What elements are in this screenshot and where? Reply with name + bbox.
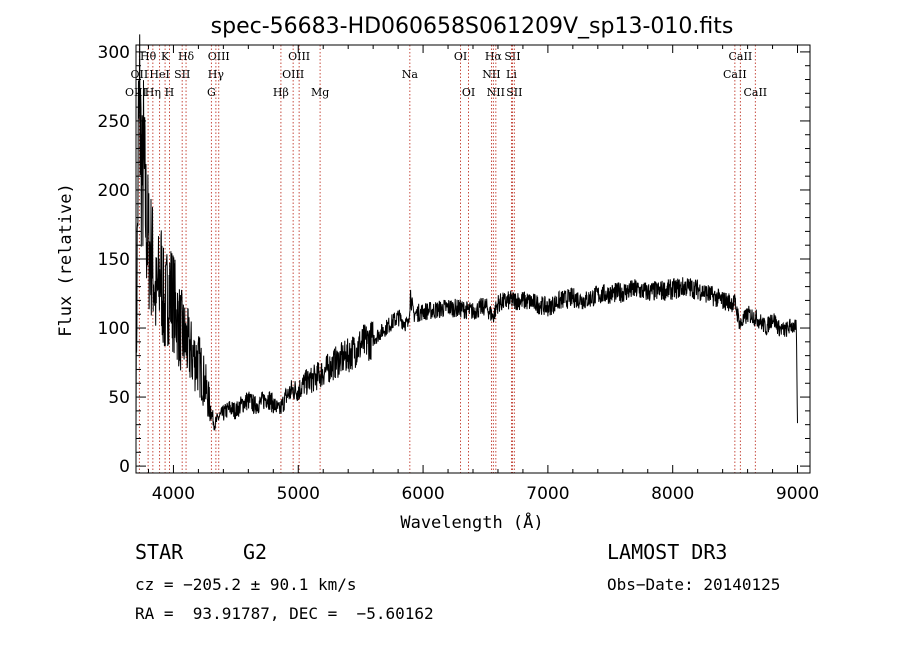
x-tick-label: 7000	[526, 484, 569, 504]
line-marker-label: SII	[506, 86, 522, 99]
line-marker-label: OIII	[208, 50, 230, 63]
x-tick-label: 9000	[776, 484, 819, 504]
y-tick-label: 0	[119, 457, 130, 477]
y-axis: 0 50 100 150 200 250 300	[98, 43, 810, 477]
line-marker-label: HeI	[149, 68, 169, 81]
spectrum-line	[135, 34, 798, 431]
y-axis-label: Flux (relative)	[56, 183, 76, 337]
x-tick-label: 8000	[651, 484, 694, 504]
subclass: G2	[243, 540, 268, 564]
line-marker-label: SII	[504, 50, 520, 63]
x-axis-label: Wavelength (Å)	[400, 511, 543, 533]
y-tick-label: 50	[108, 388, 130, 408]
line-marker-label: Hα	[485, 50, 503, 63]
x-axis: 4000 5000 6000 7000 8000 9000	[147, 45, 819, 504]
line-marker-label: OI	[454, 50, 467, 63]
y-tick-label: 100	[98, 319, 130, 339]
coordinates: RA = 93.91787, DEC = −5.60162	[135, 604, 434, 623]
line-marker-label: SII	[174, 68, 190, 81]
line-marker-label: G	[207, 86, 216, 99]
line-marker-label: Li	[506, 68, 517, 81]
line-marker-label: Na	[402, 68, 419, 81]
line-marker-label: K	[161, 50, 170, 63]
line-marker-label: NII	[487, 86, 505, 99]
line-marker-label: CaII	[743, 86, 767, 99]
redshift-cz: cz = −205.2 ± 90.1 km/s	[135, 575, 357, 594]
x-tick-label: 5000	[277, 484, 320, 504]
line-marker-label: OI	[462, 86, 475, 99]
y-tick-label: 150	[98, 250, 130, 270]
line-marker-label: CaII	[723, 68, 747, 81]
y-tick-label: 250	[98, 112, 130, 132]
line-marker-label: H	[165, 86, 175, 99]
y-tick-label: 200	[98, 181, 130, 201]
line-marker-label: Hη	[145, 86, 161, 99]
y-tick-label: 300	[98, 43, 130, 63]
chart-title: spec-56683-HD060658S061209V_sp13-010.fit…	[211, 14, 734, 39]
x-tick-label: 4000	[152, 484, 195, 504]
line-marker-label: Hβ	[273, 86, 289, 99]
line-marker-label: Hγ	[208, 68, 225, 81]
line-marker-label: OIII	[288, 50, 310, 63]
line-marker-label: CaII	[729, 50, 753, 63]
line-marker-label: Hδ	[178, 50, 195, 63]
line-marker-label: OIII	[282, 68, 304, 81]
obs-date: Obs−Date: 20140125	[607, 575, 781, 594]
spectrum-chart: spec-56683-HD060658S061209V_sp13-010.fit…	[56, 14, 819, 533]
line-marker-label: NII	[482, 68, 500, 81]
x-tick-label: 6000	[401, 484, 444, 504]
object-type: STAR	[135, 540, 184, 564]
line-marker-label: Mg	[311, 86, 329, 99]
survey-name: LAMOST DR3	[607, 540, 728, 564]
